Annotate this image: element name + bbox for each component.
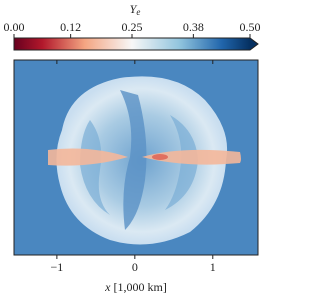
colorbar-tick-label: 0.12 bbox=[60, 20, 81, 34]
colorbar-label: Ye bbox=[130, 2, 141, 17]
colorbar-outline bbox=[13, 37, 259, 51]
colorbar-gradient bbox=[14, 38, 250, 50]
colorbar-tick-label: 0.25 bbox=[122, 20, 143, 34]
plot-frame bbox=[13, 59, 259, 256]
colorbar: 0.00 0.12 0.25 0.38 0.50 bbox=[4, 20, 261, 51]
colorbar-tick-label: 0.38 bbox=[183, 20, 204, 34]
figure: Ye 0.00 0.12 0.25 0.38 0.50 −1 0 1 x [1,000 km… bbox=[4, 2, 261, 294]
image bbox=[14, 60, 258, 255]
colorbar-tick-label: 0.00 bbox=[4, 20, 25, 34]
colorbar-tick-label: 0.50 bbox=[240, 20, 261, 34]
x-tick-label: 0 bbox=[132, 260, 138, 274]
x-tick-label: 1 bbox=[210, 260, 216, 274]
x-axis: −1 0 1 bbox=[50, 60, 216, 274]
x-axis-label: x [1,000 km] bbox=[104, 280, 167, 294]
x-tick-label: −1 bbox=[50, 260, 63, 274]
colorbar-extension bbox=[250, 38, 258, 50]
